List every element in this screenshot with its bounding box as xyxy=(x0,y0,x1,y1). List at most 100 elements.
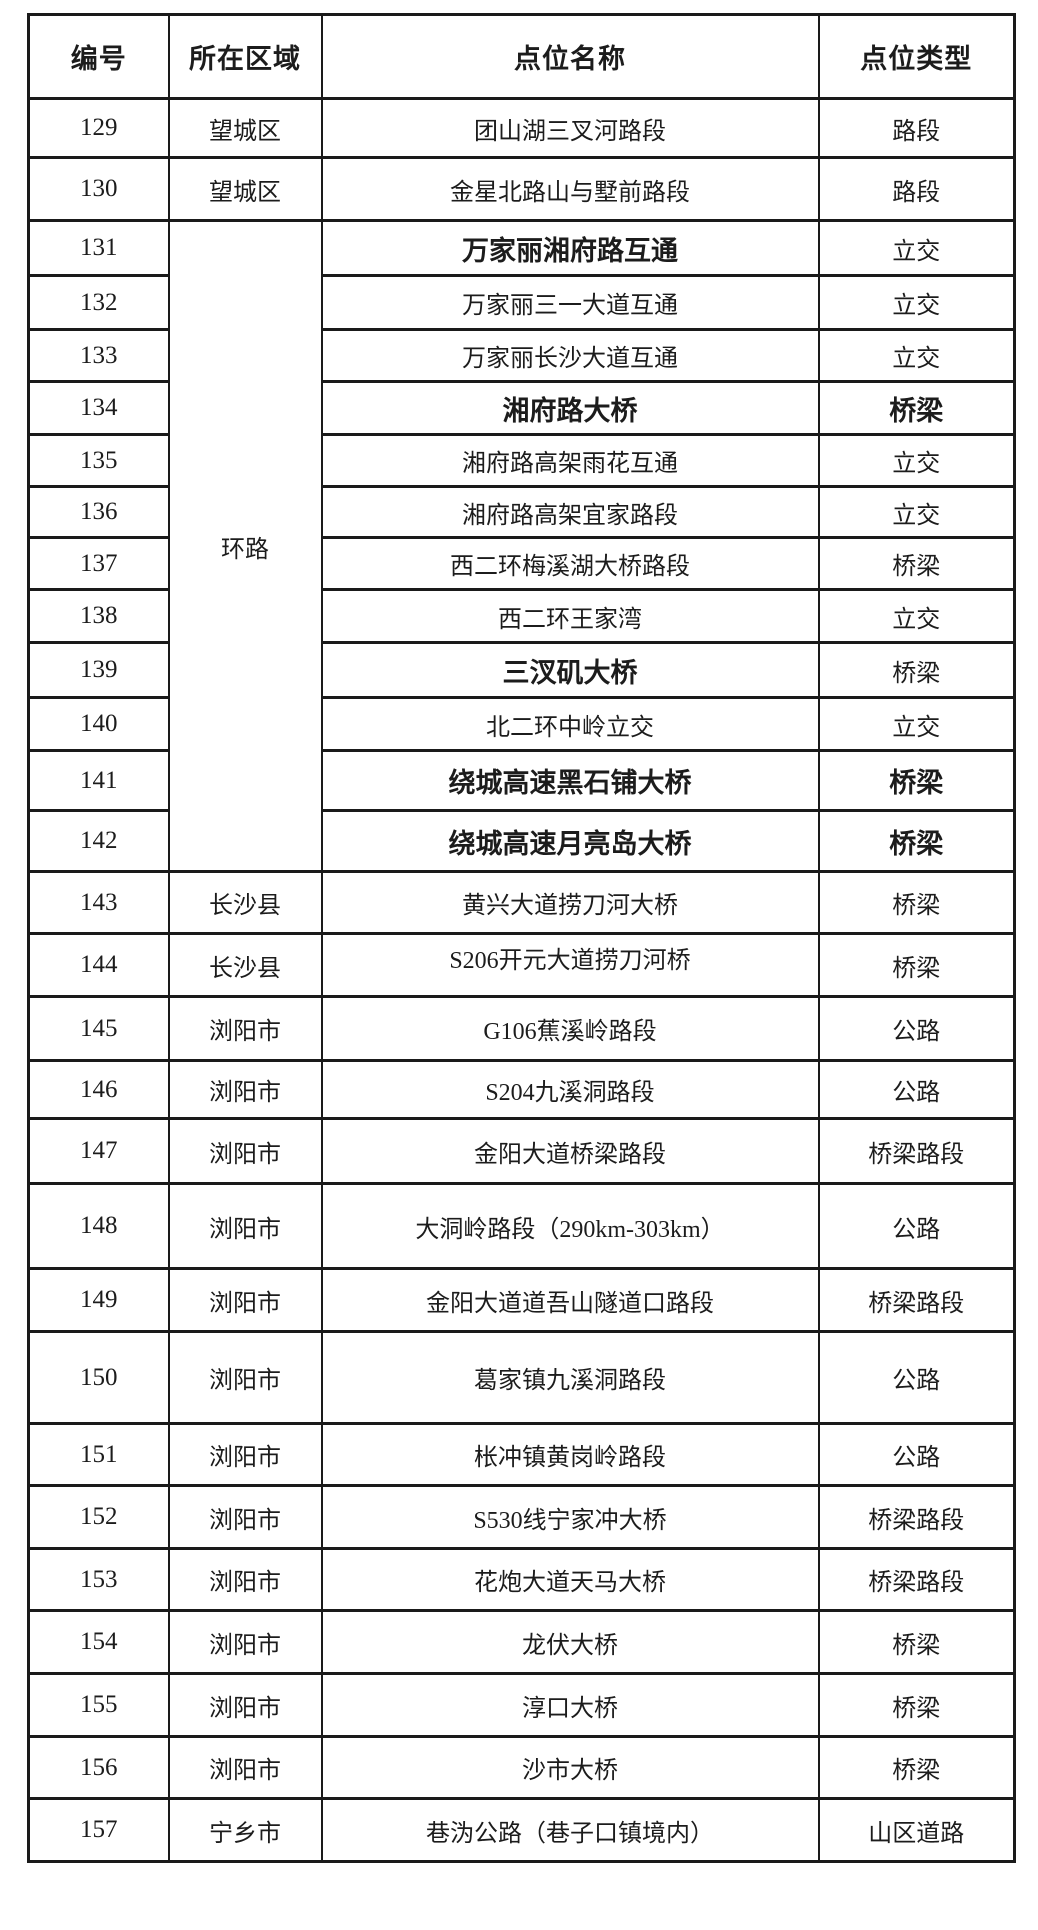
table-row: 132 万家丽三一大道互通 立交 xyxy=(27,274,1016,331)
table-row: 136 湘府路高架宜家路段 立交 xyxy=(27,485,1016,539)
cell-id: 144 xyxy=(27,932,170,998)
cell-id: 157 xyxy=(27,1797,170,1863)
column-header-point-name: 点位名称 xyxy=(320,13,820,100)
cell-point-type: 公路 xyxy=(817,1422,1016,1487)
cell-region: 望城区 xyxy=(167,97,323,159)
cell-point-type: 公路 xyxy=(817,1182,1016,1270)
table-row: 141 绕城高速黑石铺大桥 桥梁 xyxy=(27,749,1016,812)
cell-point-name: S206开元大道捞刀河桥 xyxy=(320,932,820,998)
cell-point-name: 万家丽长沙大道互通 xyxy=(320,328,820,383)
cell-point-name: S530线宁家冲大桥 xyxy=(320,1484,820,1550)
cell-id: 156 xyxy=(27,1735,170,1800)
cell-point-type: 桥梁 xyxy=(817,749,1016,812)
cell-point-type: 路段 xyxy=(817,156,1016,222)
cell-id: 139 xyxy=(27,641,170,699)
table-row: 131 环路 万家丽湘府路互通 立交 xyxy=(27,219,1016,873)
cell-point-name: 龙伏大桥 xyxy=(320,1609,820,1675)
cell-id: 136 xyxy=(27,485,170,539)
cell-point-name: 万家丽湘府路互通 xyxy=(320,219,820,277)
cell-point-type: 立交 xyxy=(817,485,1016,539)
table-row: 151 浏阳市 枨冲镇黄岗岭路段 公路 xyxy=(27,1422,1016,1487)
cell-id: 142 xyxy=(27,809,170,873)
cell-region: 浏阳市 xyxy=(167,1330,323,1425)
cell-point-name: 葛家镇九溪洞路段 xyxy=(320,1330,820,1425)
table-row: 148 浏阳市 大洞岭路段（290km-303km） 公路 xyxy=(27,1182,1016,1270)
table-row: 140 北二环中岭立交 立交 xyxy=(27,696,1016,752)
cell-point-name: 三汊矶大桥 xyxy=(320,641,820,699)
table-row: 157 宁乡市 巷沩公路（巷子口镇境内） 山区道路 xyxy=(27,1797,1016,1863)
table-row: 147 浏阳市 金阳大道桥梁路段 桥梁路段 xyxy=(27,1117,1016,1185)
cell-point-name: 金星北路山与墅前路段 xyxy=(320,156,820,222)
traffic-points-table: 编号 所在区域 点位名称 点位类型 129 望城区 团山湖三叉河路段 路段 130 望城区… xyxy=(27,13,1016,1863)
cell-id: 130 xyxy=(27,156,170,222)
cell-point-type: 桥梁路段 xyxy=(817,1117,1016,1185)
cell-id: 129 xyxy=(27,97,170,159)
cell-point-name: 湘府路高架雨花互通 xyxy=(320,433,820,488)
cell-point-name: 金阳大道桥梁路段 xyxy=(320,1117,820,1185)
cell-region: 浏阳市 xyxy=(167,995,323,1062)
cell-point-type: 立交 xyxy=(817,219,1016,277)
cell-id: 143 xyxy=(27,870,170,935)
cell-point-type: 立交 xyxy=(817,588,1016,644)
cell-point-type: 桥梁 xyxy=(817,1735,1016,1800)
table-header-row: 编号 所在区域 点位名称 点位类型 xyxy=(27,13,1016,100)
cell-region: 浏阳市 xyxy=(167,1547,323,1612)
table-row: 137 西二环梅溪湖大桥路段 桥梁 xyxy=(27,536,1016,591)
cell-point-name: 金阳大道道吾山隧道口路段 xyxy=(320,1267,820,1333)
cell-point-name: 大洞岭路段（290km-303km） xyxy=(320,1182,820,1270)
table-row: 154 浏阳市 龙伏大桥 桥梁 xyxy=(27,1609,1016,1675)
cell-point-type: 公路 xyxy=(817,1330,1016,1425)
cell-point-type: 桥梁 xyxy=(817,809,1016,873)
cell-id: 155 xyxy=(27,1672,170,1738)
table-row: 155 浏阳市 淳口大桥 桥梁 xyxy=(27,1672,1016,1738)
cell-region: 浏阳市 xyxy=(167,1059,323,1120)
table-row: 146 浏阳市 S204九溪洞路段 公路 xyxy=(27,1059,1016,1120)
table-row: 133 万家丽长沙大道互通 立交 xyxy=(27,328,1016,383)
column-header-point-type: 点位类型 xyxy=(817,13,1016,100)
cell-region: 浏阳市 xyxy=(167,1422,323,1487)
cell-point-name: 西二环梅溪湖大桥路段 xyxy=(320,536,820,591)
cell-point-type: 桥梁路段 xyxy=(817,1484,1016,1550)
cell-id: 148 xyxy=(27,1182,170,1270)
cell-region: 浏阳市 xyxy=(167,1182,323,1270)
cell-region: 浏阳市 xyxy=(167,1117,323,1185)
cell-id: 151 xyxy=(27,1422,170,1487)
cell-point-name: S204九溪洞路段 xyxy=(320,1059,820,1120)
table-row: 156 浏阳市 沙市大桥 桥梁 xyxy=(27,1735,1016,1800)
cell-point-name: 团山湖三叉河路段 xyxy=(320,97,820,159)
cell-id: 138 xyxy=(27,588,170,644)
cell-point-name: 花炮大道天马大桥 xyxy=(320,1547,820,1612)
cell-point-type: 立交 xyxy=(817,274,1016,331)
cell-id: 147 xyxy=(27,1117,170,1185)
cell-region: 长沙县 xyxy=(167,932,323,998)
cell-point-type: 桥梁路段 xyxy=(817,1547,1016,1612)
table-body: 129 望城区 团山湖三叉河路段 路段 130 望城区 金星北路山与墅前路段 路段 131 环路万… xyxy=(27,97,1016,1863)
cell-region: 宁乡市 xyxy=(167,1797,323,1863)
table-row: 135 湘府路高架雨花互通 立交 xyxy=(27,433,1016,488)
cell-point-name: 黄兴大道捞刀河大桥 xyxy=(320,870,820,935)
cell-point-name: 巷沩公路（巷子口镇境内） xyxy=(320,1797,820,1863)
cell-id: 137 xyxy=(27,536,170,591)
table-row: 153 浏阳市 花炮大道天马大桥 桥梁路段 xyxy=(27,1547,1016,1612)
cell-id: 145 xyxy=(27,995,170,1062)
cell-region: 浏阳市 xyxy=(167,1484,323,1550)
cell-id: 135 xyxy=(27,433,170,488)
cell-point-name: 绕城高速黑石铺大桥 xyxy=(320,749,820,812)
table-row: 149 浏阳市 金阳大道道吾山隧道口路段 桥梁路段 xyxy=(27,1267,1016,1333)
cell-region: 浏阳市 xyxy=(167,1609,323,1675)
cell-id: 140 xyxy=(27,696,170,752)
table-row: 152 浏阳市 S530线宁家冲大桥 桥梁路段 xyxy=(27,1484,1016,1550)
table-row: 130 望城区 金星北路山与墅前路段 路段 xyxy=(27,156,1016,222)
cell-point-type: 桥梁路段 xyxy=(817,1267,1016,1333)
cell-point-type: 桥梁 xyxy=(817,1609,1016,1675)
cell-region: 浏阳市 xyxy=(167,1672,323,1738)
cell-region: 长沙县 xyxy=(167,870,323,935)
cell-point-name: 西二环王家湾 xyxy=(320,588,820,644)
table-row: 144 长沙县 S206开元大道捞刀河桥 桥梁 xyxy=(27,932,1016,998)
cell-id: 152 xyxy=(27,1484,170,1550)
column-header-id: 编号 xyxy=(27,13,170,100)
cell-point-type: 桥梁 xyxy=(817,536,1016,591)
column-header-region: 所在区域 xyxy=(167,13,323,100)
table-row: 129 望城区 团山湖三叉河路段 路段 xyxy=(27,97,1016,159)
cell-point-type: 桥梁 xyxy=(817,870,1016,935)
